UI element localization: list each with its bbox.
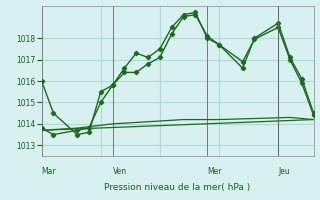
Text: Mer: Mer (207, 167, 222, 176)
Text: Ven: Ven (113, 167, 127, 176)
Text: Jeu: Jeu (278, 167, 290, 176)
Text: Mar: Mar (42, 167, 56, 176)
Text: Pression niveau de la mer( hPa ): Pression niveau de la mer( hPa ) (104, 183, 251, 192)
